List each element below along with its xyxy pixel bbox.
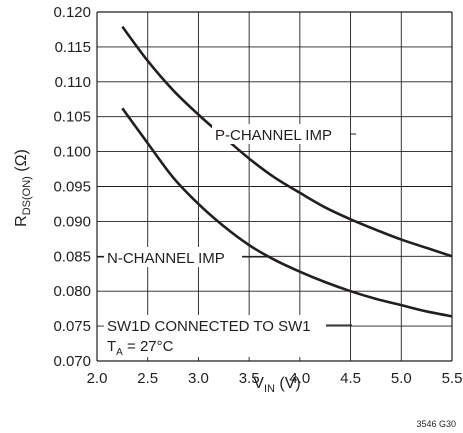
x-tick-label: 5.0	[391, 370, 412, 387]
x-axis-sub: IN	[264, 383, 275, 395]
y-tick-label: 0.070	[53, 353, 91, 370]
x-tick-label: 2.5	[137, 370, 158, 387]
x-tick-label: 3.0	[188, 370, 209, 387]
y-axis-unit: (Ω)	[13, 149, 30, 176]
y-axis-title: RDS(ON) (Ω)	[13, 149, 33, 227]
x-axis-unit: (V)	[275, 375, 301, 392]
condition-line-1: SW1D CONNECTED TO SW1	[107, 318, 311, 335]
x-axis-title: VIN (V)	[253, 375, 300, 395]
y-tick-label: 0.115	[55, 39, 91, 56]
y-axis-sub: DS(ON)	[21, 176, 33, 215]
condition-value: = 27°C	[123, 338, 174, 355]
series-layer	[122, 27, 452, 317]
y-tick-label: 0.095	[53, 179, 91, 196]
y-tick-label: 0.080	[53, 283, 91, 300]
x-axis-main: V	[253, 375, 264, 392]
y-axis-main: R	[13, 215, 30, 227]
y-tick-label: 0.120	[53, 4, 91, 21]
x-tick-label: 4.5	[340, 370, 361, 387]
y-tick-label: 0.105	[53, 109, 91, 126]
y-tick-label: 0.085	[53, 248, 91, 265]
y-tick-label: 0.075	[53, 318, 91, 335]
y-tick-label: 0.110	[55, 74, 91, 91]
condition-t: T	[107, 338, 116, 355]
x-tick-label: 2.0	[87, 370, 108, 387]
x-tick-label: 5.5	[442, 370, 463, 387]
n-channel-label: N-CHANNEL IMP	[107, 250, 225, 267]
y-tick-label: 0.100	[53, 144, 91, 161]
p-channel-label: P-CHANNEL IMP	[215, 127, 332, 144]
y-tick-label: 0.090	[53, 213, 91, 230]
figure-id: 3546 G30	[416, 419, 456, 429]
